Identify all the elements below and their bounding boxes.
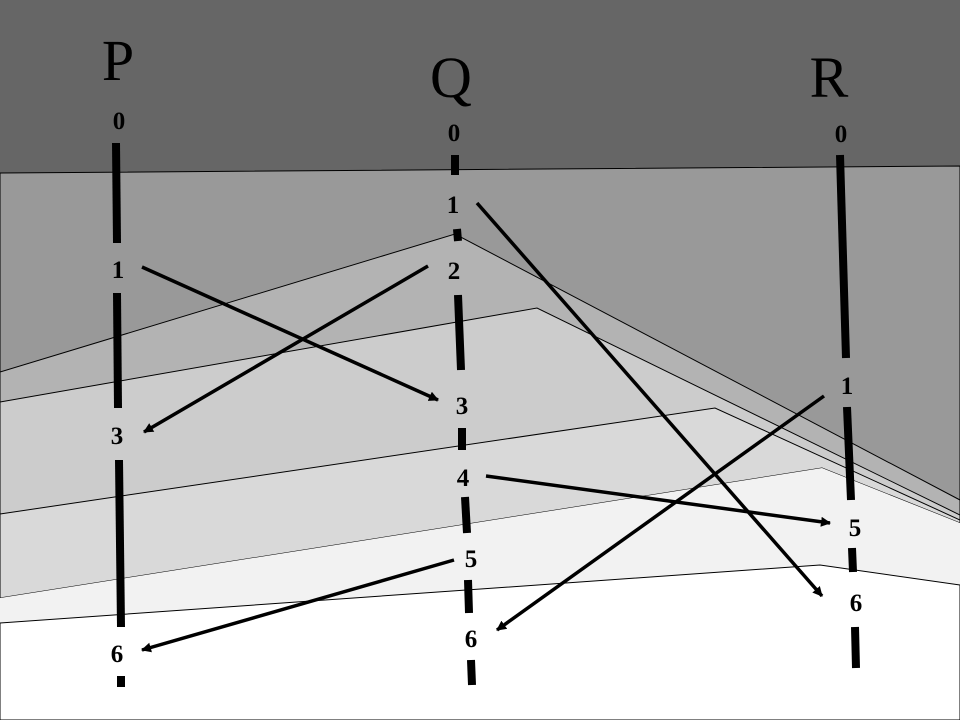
process-timelines <box>112 142 860 687</box>
process-label-p: P <box>102 28 134 93</box>
process-labels: P Q R <box>102 28 849 110</box>
message-arrow-q4-to-r5 <box>485 474 831 527</box>
process-label-q: Q <box>430 45 472 110</box>
event-label-p-3: 3 <box>111 423 124 450</box>
event-labels: 0 1 3 6 0 1 2 3 4 5 6 0 1 5 6 <box>111 108 863 668</box>
timeline-q-segment <box>467 659 476 686</box>
message-arrow-q1-to-r6 <box>475 201 824 598</box>
message-arrow-q2-to-p3 <box>143 264 429 434</box>
event-label-p-0: 0 <box>113 108 126 135</box>
timeline-r-segment <box>843 406 855 501</box>
event-label-r-5: 5 <box>849 515 862 542</box>
timeline-r-segment <box>851 626 860 669</box>
timeline-p-segment <box>115 459 125 628</box>
timeline-q-segment <box>461 496 471 534</box>
message-arrows <box>141 201 831 653</box>
event-label-p-6: 6 <box>111 641 124 668</box>
process-label-r: R <box>810 45 849 110</box>
event-label-q-1: 1 <box>447 192 460 219</box>
event-label-q-6: 6 <box>465 626 478 653</box>
message-arrow-q5-to-p6 <box>141 558 455 653</box>
timeline-p-segment <box>113 292 122 409</box>
timeline-r-segment <box>848 547 857 573</box>
event-label-q-0: 0 <box>448 120 461 147</box>
event-label-r-1: 1 <box>841 373 854 400</box>
event-label-q-2: 2 <box>448 258 461 285</box>
message-arrow-r1-to-q6 <box>495 394 826 632</box>
event-label-p-1: 1 <box>112 257 125 284</box>
event-label-q-4: 4 <box>457 465 470 492</box>
background-band-8 <box>0 564 960 721</box>
timeline-q-segment <box>454 294 465 371</box>
event-label-r-0: 0 <box>835 121 848 148</box>
timeline-r-segment <box>836 154 850 359</box>
event-label-q-5: 5 <box>465 546 478 573</box>
timeline-q-segment <box>464 579 473 614</box>
message-arrow-p1-to-q3 <box>141 265 439 402</box>
event-label-q-3: 3 <box>456 393 469 420</box>
timeline-q-segment <box>453 228 462 242</box>
event-label-r-6: 6 <box>850 590 863 617</box>
timeline-p-segment <box>112 142 121 244</box>
